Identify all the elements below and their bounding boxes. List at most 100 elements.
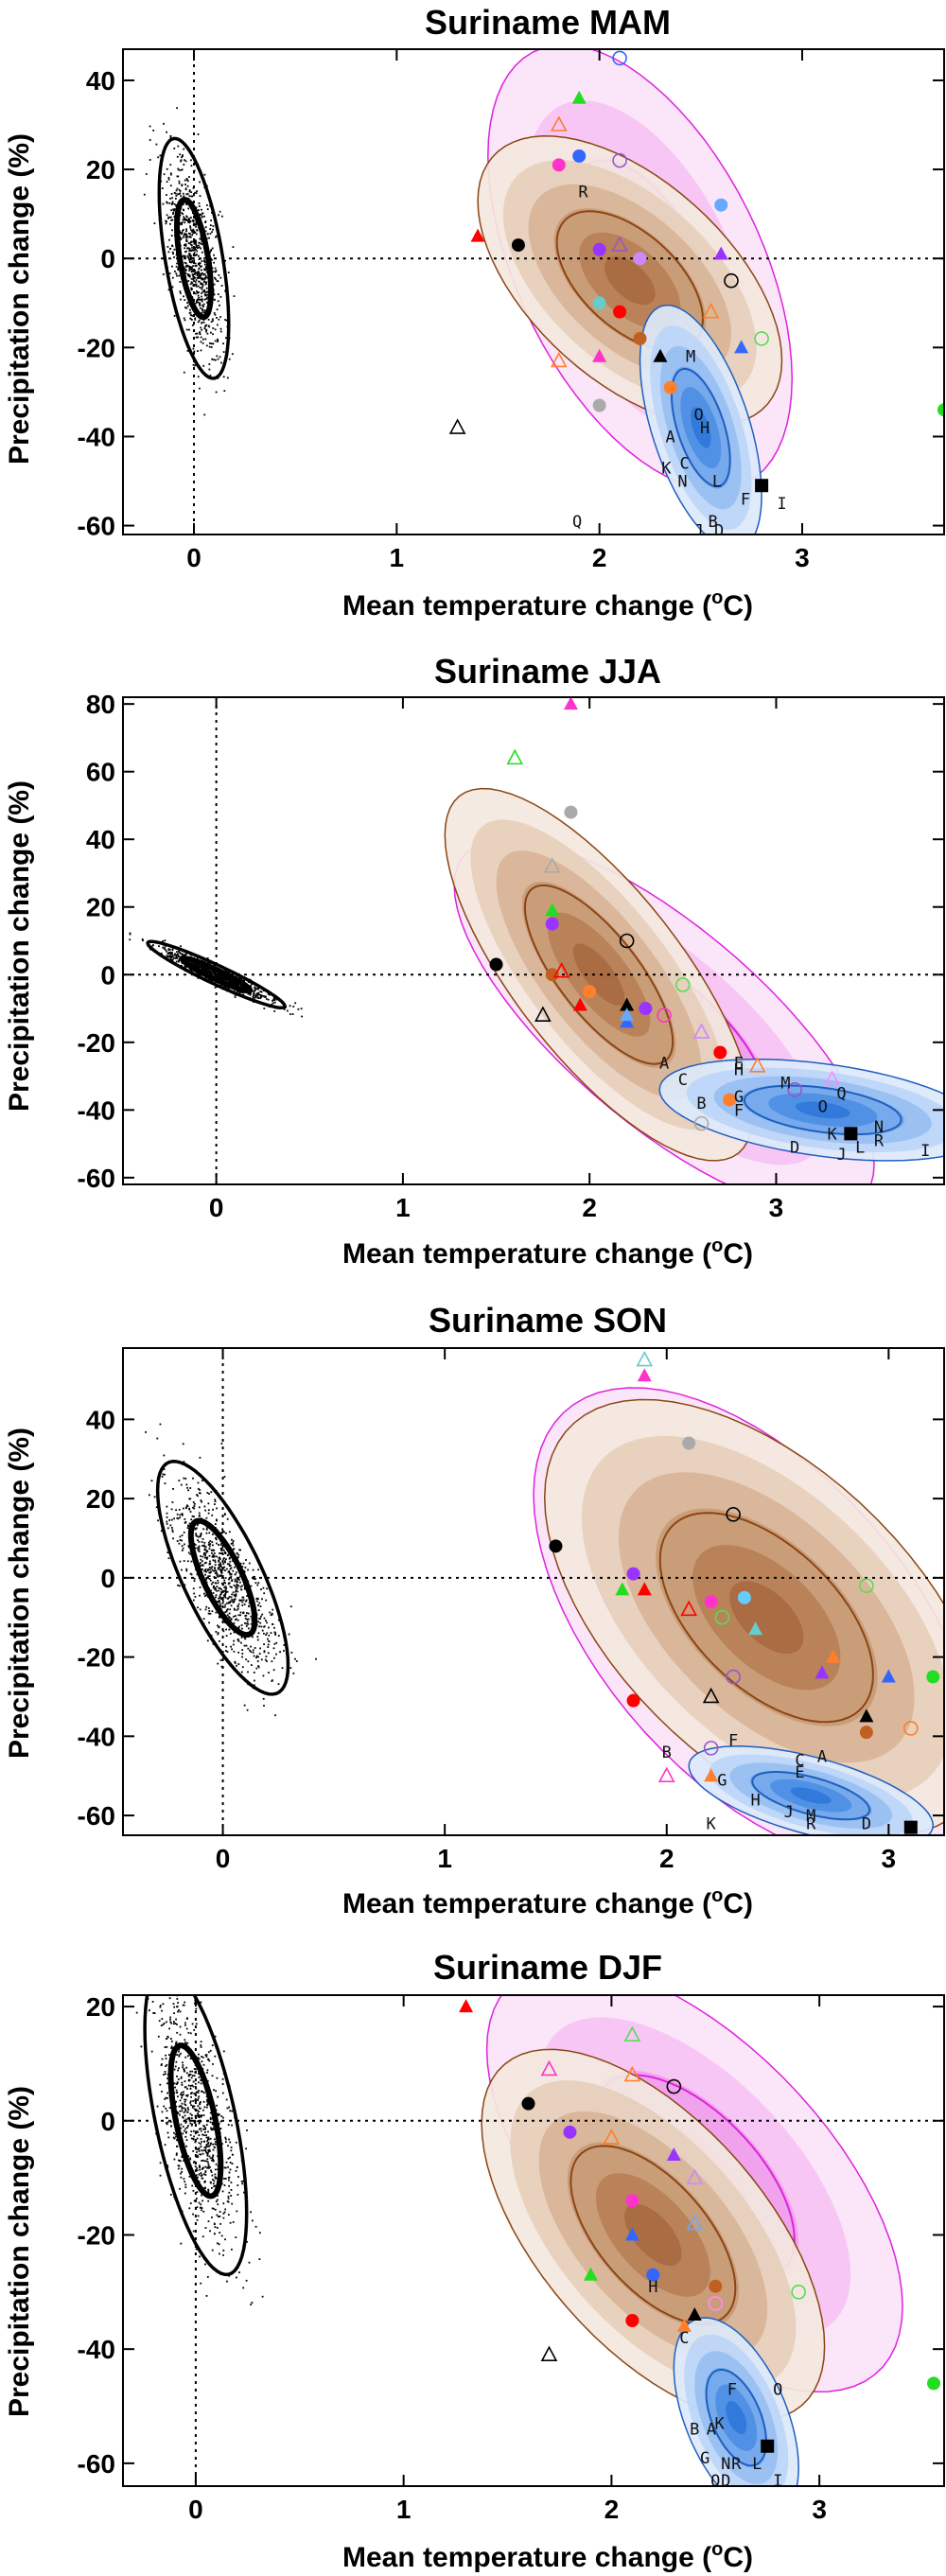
variability-dot [187,1525,190,1527]
variability-dot [254,1582,257,1585]
variability-dot [175,189,178,192]
variability-dot [283,1650,285,1652]
variability-dot [240,2180,243,2182]
variability-dot [173,148,176,149]
variability-dot [205,1558,208,1560]
variability-dot [198,2053,200,2056]
variability-dot [211,2159,213,2162]
variability-dot [168,272,171,274]
variability-dot [165,2054,166,2057]
variability-dot [214,1586,217,1589]
variability-dot [257,1665,259,1667]
variability-dot [203,413,206,416]
variability-dot [167,251,170,254]
variability-dot [218,1626,220,1629]
variability-dot [209,2165,211,2168]
variability-dot [157,2035,160,2038]
variability-dot [194,964,196,966]
model-point-filled-triangle [826,1649,841,1663]
variability-dot [183,2120,185,2123]
variability-dot [190,289,193,291]
variability-dot [243,2191,245,2194]
variability-dot [210,1491,213,1494]
variability-dot [227,2165,229,2168]
variability-dot [213,2207,215,2210]
variability-dot [219,1616,221,1619]
variability-dot [209,228,212,230]
variability-dot [184,256,186,259]
variability-dot [274,1714,276,1717]
variability-dot [177,2010,179,2013]
model-letter-label: D [862,1814,871,1833]
variability-dot [201,295,202,298]
variability-dot [186,254,189,257]
variability-dot [201,278,203,281]
variability-dot [200,1533,202,1536]
variability-dot [193,1592,196,1595]
variability-dot [149,1946,150,1948]
variability-dot [179,2025,182,2028]
variability-dot [212,2148,215,2151]
variability-dot [167,2136,170,2139]
variability-dot [187,1545,190,1548]
variability-dot [211,2249,214,2252]
variability-dot [201,312,203,314]
variability-dot [226,978,228,981]
variability-dot [212,327,215,329]
variability-dot [222,1550,225,1551]
variability-dot [204,324,207,327]
variability-dot [283,1644,286,1646]
variability-dot [213,2185,216,2188]
variability-dot [206,2072,208,2074]
variability-dot [252,1649,254,1652]
variability-dot [238,991,241,994]
variability-dot [173,202,176,205]
variability-dot [178,2009,180,2011]
variability-dot [228,1570,230,1572]
variability-dot [204,221,206,223]
variability-dot [198,1551,201,1552]
variability-dot [250,1645,252,1648]
variability-dot [166,202,168,204]
variability-dot [190,2137,193,2140]
variability-dot [197,2131,199,2133]
variability-dot [248,2261,251,2264]
variability-dot [173,2131,175,2134]
variability-dot [233,1599,236,1602]
variability-dot [217,2203,219,2206]
x-tick-label: 2 [592,543,607,572]
variability-dot [170,2125,172,2128]
variability-dot [262,1674,265,1677]
variability-dot [215,1611,218,1614]
variability-dot [207,1512,210,1515]
variability-dot [224,1586,227,1587]
variability-dot [198,1540,201,1543]
variability-dot [192,1506,194,1509]
variability-dot [261,1613,264,1616]
variability-dot [194,2122,196,2124]
variability-dot [201,2090,202,2093]
variability-dot [197,2057,200,2059]
variability-dot [193,252,196,254]
x-tick-label: 0 [186,543,201,572]
variability-dot [145,1431,147,1433]
variability-dot [199,1594,201,1597]
variability-dot [203,1505,206,1508]
variability-dot [189,1511,192,1513]
variability-dot [198,1512,201,1515]
variability-dot [218,318,220,321]
variability-dot [201,2141,203,2143]
variability-dot [185,2072,188,2075]
variability-dot [233,1631,236,1634]
variability-dot [215,235,218,237]
variability-dot [178,2054,181,2057]
model-point-open-triangle [623,2025,641,2042]
variability-dot [185,1504,188,1507]
variability-dot [212,2179,214,2181]
variability-dot [190,314,192,317]
variability-dot [212,2143,215,2146]
variability-dot [184,2110,186,2112]
variability-dot [161,2063,163,2065]
